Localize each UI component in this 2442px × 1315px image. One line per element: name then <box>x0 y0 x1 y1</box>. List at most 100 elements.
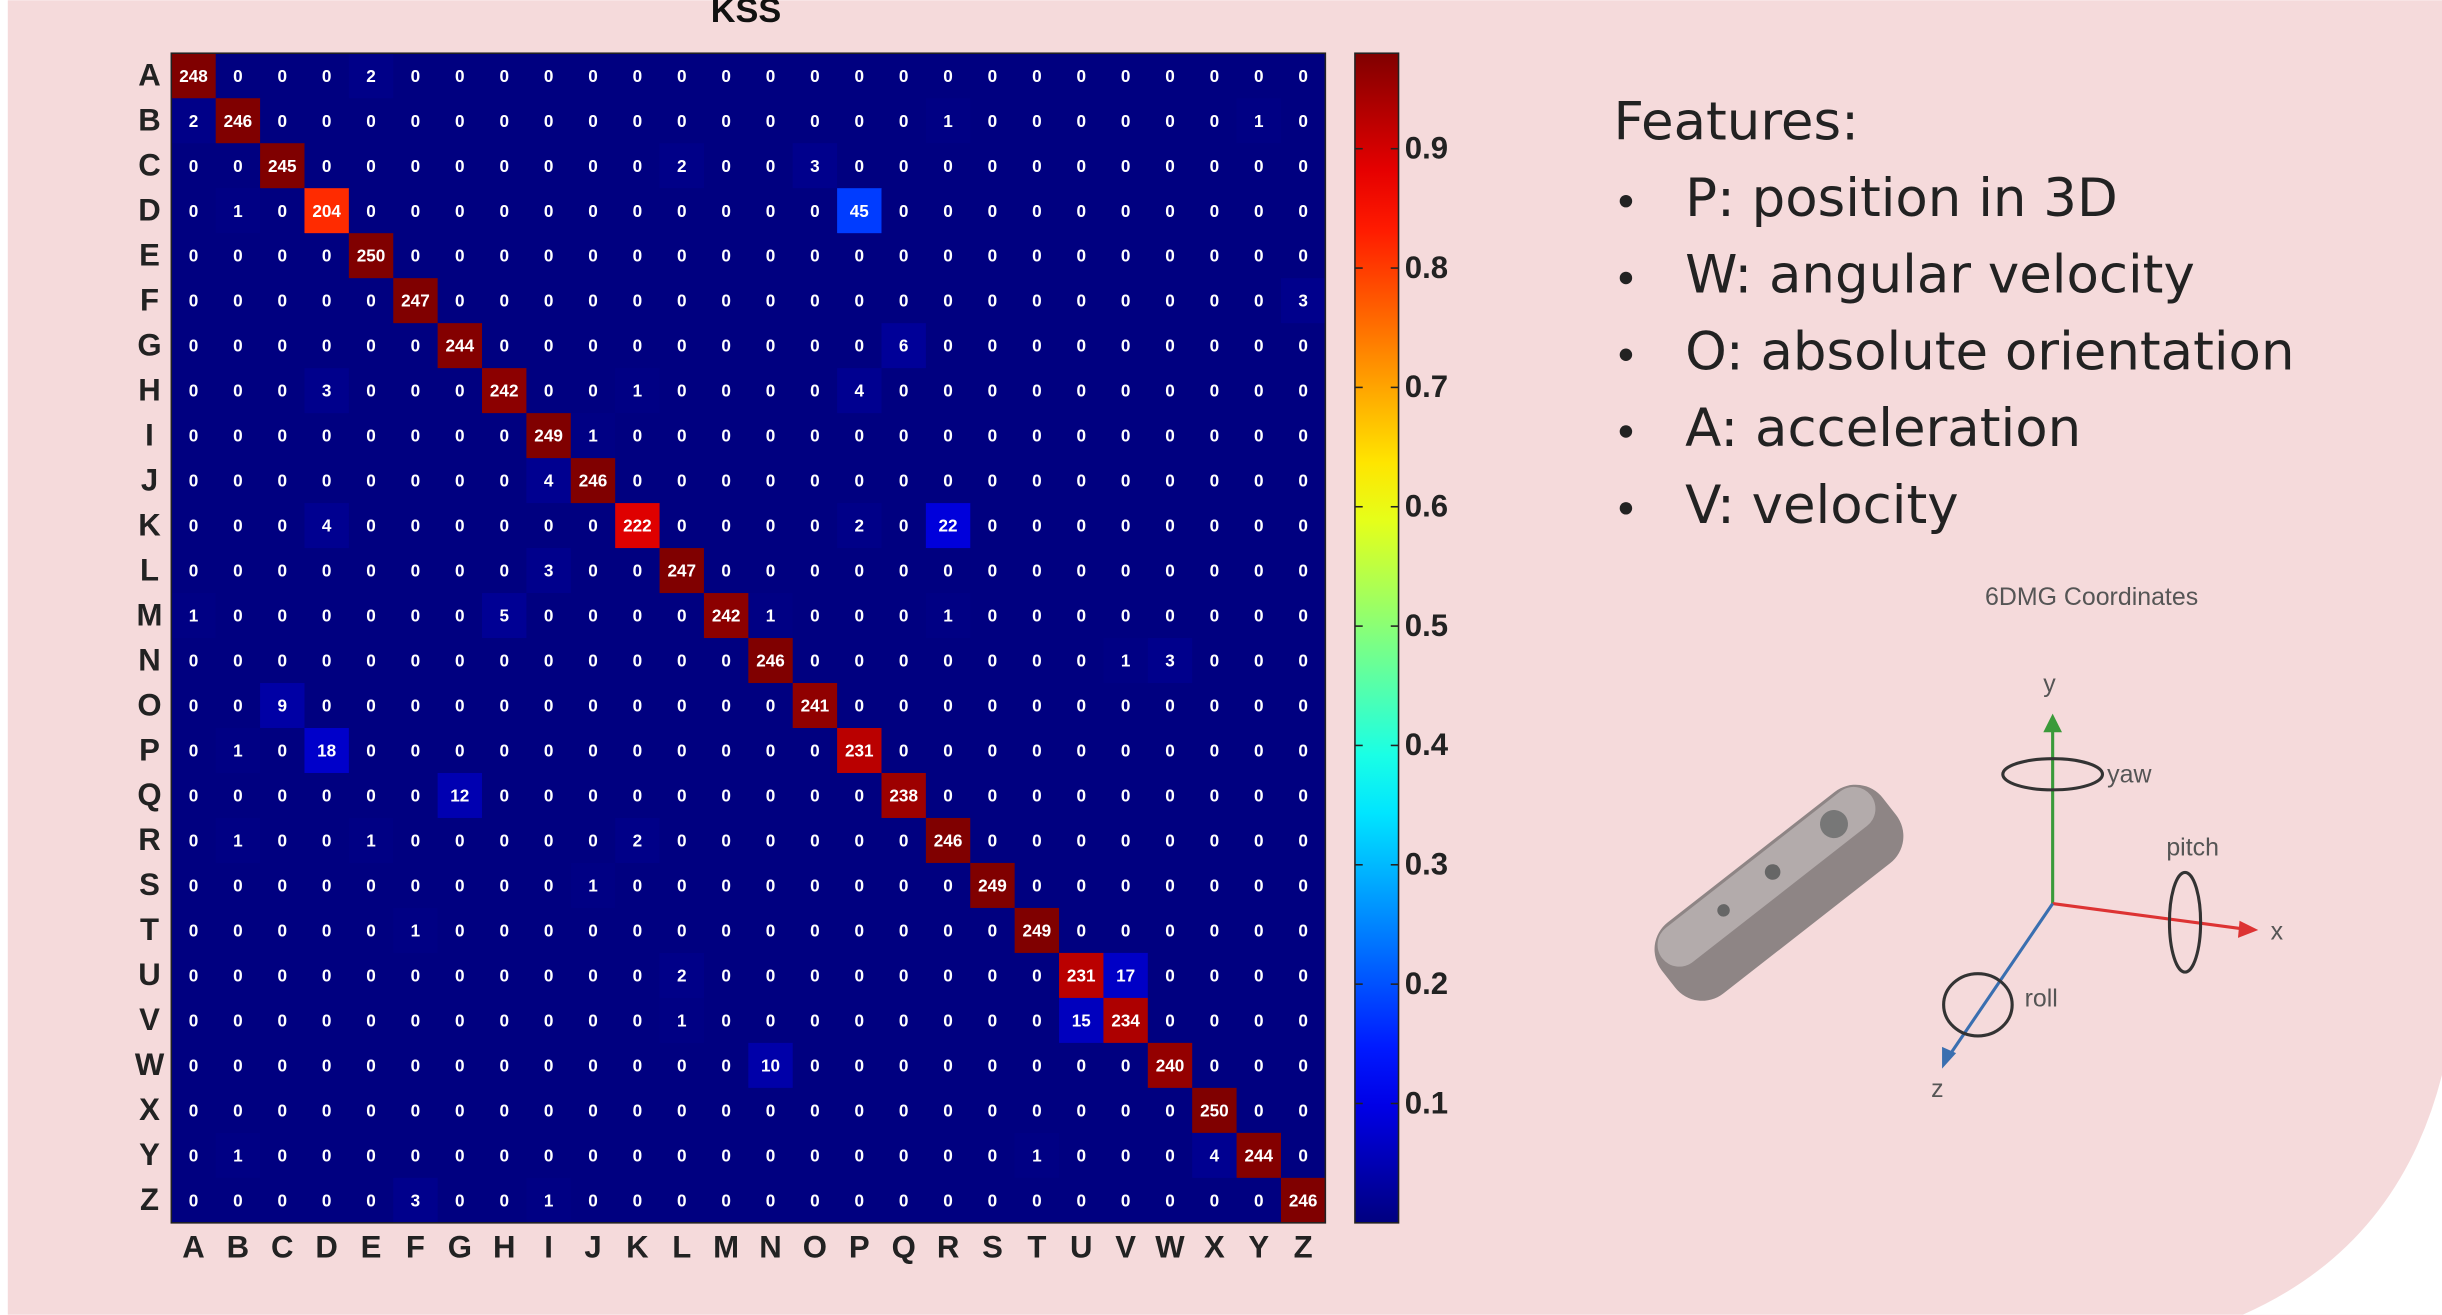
cell-label: 0 <box>855 66 865 86</box>
cell-label: 0 <box>943 1190 953 1210</box>
cell-label: 0 <box>677 1145 687 1165</box>
cell-label: 0 <box>189 1145 199 1165</box>
cell-label: 0 <box>1121 831 1131 851</box>
bullet <box>1620 195 1632 207</box>
cell-label: 0 <box>1254 606 1264 626</box>
cell-label: 0 <box>633 561 643 581</box>
cell-label: 0 <box>233 606 243 626</box>
cell-label: 0 <box>1210 111 1220 131</box>
cell-label: 0 <box>1254 516 1264 536</box>
cell-label: 0 <box>810 831 820 851</box>
cell-label: 0 <box>455 831 465 851</box>
cell-label: 0 <box>943 336 953 356</box>
cell-label: 0 <box>322 1100 332 1120</box>
cell-label: 0 <box>721 741 731 761</box>
cell-label: 0 <box>1121 1100 1131 1120</box>
cell-label: 0 <box>899 1145 909 1165</box>
cell-label: 0 <box>810 336 820 356</box>
diagram-title: 6DMG Coordinates <box>1985 583 2198 611</box>
cell-label: 0 <box>988 291 998 311</box>
cell-label: 0 <box>233 66 243 86</box>
cell-label: 0 <box>278 111 288 131</box>
cell-label: 0 <box>233 1010 243 1030</box>
y-tick-label: O <box>137 687 161 722</box>
cell-label: 0 <box>1298 1100 1308 1120</box>
cell-label: 0 <box>1165 516 1175 536</box>
cell-label: 17 <box>1116 966 1135 986</box>
cell-label: 0 <box>1298 1055 1308 1075</box>
y-tick-label: U <box>138 957 160 992</box>
cell-label: 0 <box>677 516 687 536</box>
cell-label: 0 <box>455 741 465 761</box>
cell-label: 1 <box>544 1190 554 1210</box>
y-tick-label: D <box>138 192 160 227</box>
cell-label: 0 <box>1121 606 1131 626</box>
cell-label: 0 <box>1254 156 1264 176</box>
cell-label: 0 <box>233 156 243 176</box>
cell-label: 0 <box>588 786 598 806</box>
cell-label: 0 <box>322 876 332 896</box>
cell-label: 0 <box>366 111 376 131</box>
cell-label: 0 <box>677 291 687 311</box>
cell-label: 0 <box>633 1190 643 1210</box>
cell-label: 241 <box>801 696 830 716</box>
cell-label: 0 <box>544 336 554 356</box>
cell-label: 0 <box>855 156 865 176</box>
cell-label: 0 <box>322 291 332 311</box>
cell-label: 0 <box>366 786 376 806</box>
cell-label: 0 <box>810 1055 820 1075</box>
cell-label: 0 <box>633 921 643 941</box>
cell-label: 0 <box>411 696 421 716</box>
cell-label: 0 <box>1076 471 1086 491</box>
cell-label: 1 <box>766 606 776 626</box>
cell-label: 0 <box>1254 66 1264 86</box>
cell-label: 0 <box>588 201 598 221</box>
cell-label: 0 <box>588 291 598 311</box>
cell-label: 0 <box>233 876 243 896</box>
cell-label: 0 <box>721 201 731 221</box>
cell-label: 0 <box>1210 966 1220 986</box>
x-tick-label: C <box>271 1230 293 1265</box>
cell-label: 0 <box>899 111 909 131</box>
cell-label: 0 <box>1032 786 1042 806</box>
cell-label: 0 <box>233 246 243 266</box>
cell-label: 0 <box>810 606 820 626</box>
cell-label: 0 <box>455 1100 465 1120</box>
cell-label: 0 <box>721 651 731 671</box>
cell-label: 0 <box>988 1145 998 1165</box>
y-tick-label: F <box>140 282 159 317</box>
cell-label: 0 <box>588 696 598 716</box>
cell-label: 0 <box>766 1145 776 1165</box>
cell-label: 0 <box>1032 1010 1042 1030</box>
cell-label: 0 <box>1165 111 1175 131</box>
cell-label: 0 <box>810 66 820 86</box>
cell-label: 0 <box>943 246 953 266</box>
cell-label: 22 <box>939 516 958 536</box>
cell-label: 0 <box>1165 336 1175 356</box>
colorbar-tick-label: 0.5 <box>1405 608 1448 643</box>
cell-label: 0 <box>322 246 332 266</box>
cell-label: 0 <box>1121 741 1131 761</box>
cell-label: 0 <box>499 696 509 716</box>
cell-label: 0 <box>1254 1190 1264 1210</box>
cell-label: 0 <box>411 246 421 266</box>
cell-label: 0 <box>855 876 865 896</box>
cell-label: 0 <box>899 156 909 176</box>
cell-label: 0 <box>411 1055 421 1075</box>
cell-label: 0 <box>1032 966 1042 986</box>
x-tick-label: W <box>1155 1230 1185 1265</box>
cell-label: 0 <box>633 606 643 626</box>
cell-label: 0 <box>411 381 421 401</box>
cell-label: 0 <box>455 606 465 626</box>
cell-label: 0 <box>1121 1145 1131 1165</box>
y-tick-label: Y <box>139 1137 160 1172</box>
cell-label: 0 <box>366 1100 376 1120</box>
cell-label: 0 <box>411 471 421 491</box>
cell-label: 0 <box>1165 966 1175 986</box>
cell-label: 0 <box>233 426 243 446</box>
cell-label: 0 <box>588 516 598 536</box>
cell-label: 0 <box>588 561 598 581</box>
cell-label: 0 <box>1210 1010 1220 1030</box>
cell-label: 0 <box>633 291 643 311</box>
cell-label: 0 <box>499 1190 509 1210</box>
